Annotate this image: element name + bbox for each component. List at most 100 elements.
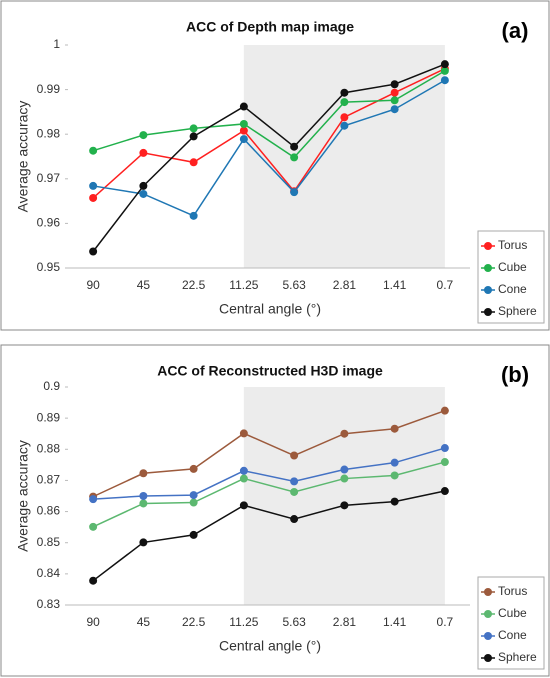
data-point [139,148,148,157]
y-tick-label: 1 [53,37,60,51]
series-line [92,63,446,252]
x-tick-label: 22.5 [182,278,206,292]
data-point [440,444,449,453]
series-line [92,409,446,498]
data-point [290,153,299,162]
y-tick-label: 0.86 [37,504,61,518]
data-point [440,60,449,69]
data-point [390,105,399,114]
x-tick-label: 1.41 [383,615,407,629]
legend-label: Sphere [498,304,537,318]
legend-swatch [484,588,492,596]
x-tick-label: 45 [137,615,151,629]
data-point [340,429,349,438]
data-point [390,424,399,433]
x-tick-label: 45 [137,278,151,292]
legend-label: Cube [498,606,527,620]
data-point [239,102,248,111]
data-point [340,98,349,107]
chart-panel: ACC of Reconstructed H3D image (b) 0.83 0.8… [0,344,550,677]
data-point [290,142,299,151]
x-tick-label: 2.81 [333,278,357,292]
x-tick-label: 0.7 [437,278,454,292]
data-point [390,471,399,480]
y-tick-label: 0.87 [37,473,61,487]
data-point [340,474,349,483]
data-point [340,88,349,97]
legend-swatch [484,264,492,272]
data-point [340,113,349,122]
x-tick-label: 22.5 [182,615,206,629]
legend-box [477,230,545,324]
data-point [340,501,349,510]
data-point [89,181,98,190]
legend-swatch [484,242,492,250]
legend-swatch [484,308,492,316]
data-point [189,158,198,167]
series-line [93,79,446,217]
data-point [189,211,198,220]
y-axis-label: Average accuracy [15,101,31,213]
data-point [239,501,248,510]
x-tick-label: 1.41 [383,278,407,292]
data-point [440,458,449,467]
data-point [189,530,198,539]
series-line [93,447,446,500]
data-point [340,121,349,130]
y-tick-label: 0.97 [37,171,61,185]
legend-label: Cube [498,260,527,274]
chart-title: ACC of Depth map image [186,19,354,35]
panel-label: (b) [501,362,529,387]
data-point [89,495,98,504]
y-axis-label: Average accuracy [15,440,31,552]
y-tick-label: 0.88 [37,441,61,455]
data-point [290,477,299,486]
legend-label: Torus [498,238,527,252]
data-point [89,146,98,155]
data-point [139,499,148,508]
legend-label: Cone [498,282,527,296]
data-point [139,469,148,478]
legend-label: Sphere [498,650,537,664]
y-tick-label: 0.84 [37,566,61,580]
data-point [189,491,198,500]
chart-panel: ACC of Depth map image (a) 0.95 0.96 0.97 0.9… [0,0,550,331]
legend-label: Torus [498,584,527,598]
data-point [440,406,449,415]
data-point [440,487,449,496]
data-point [139,492,148,500]
legend-label: Cone [498,628,527,642]
data-point [290,487,299,496]
y-tick-label: 0.98 [37,126,61,140]
data-point [189,124,198,133]
series-line [92,67,446,199]
data-point [390,88,399,97]
data-point [239,466,248,475]
data-point [390,458,399,467]
y-tick-label: 0.99 [37,82,61,96]
data-point [239,119,248,128]
x-tick-label: 11.25 [229,615,258,629]
data-point [89,576,98,585]
legend-swatch [484,654,492,662]
data-point [189,132,198,141]
y-tick-label: 0.89 [37,410,61,424]
legend-swatch [484,286,492,294]
x-tick-label: 0.7 [437,615,454,629]
data-point [89,247,98,256]
data-point [340,465,349,474]
data-point [139,189,148,198]
series-line [92,70,446,159]
shaded-region [243,45,445,268]
x-tick-label: 90 [86,615,100,629]
data-point [239,429,248,438]
legend-swatch [484,632,492,640]
data-point [139,131,148,140]
data-point [189,464,198,473]
chart-title: ACC of Reconstructed H3D image [157,363,383,379]
x-axis-label: Central angle (°) [219,638,321,654]
data-point [139,181,148,190]
data-point [290,515,299,524]
data-point [189,498,198,507]
data-point [390,80,399,89]
